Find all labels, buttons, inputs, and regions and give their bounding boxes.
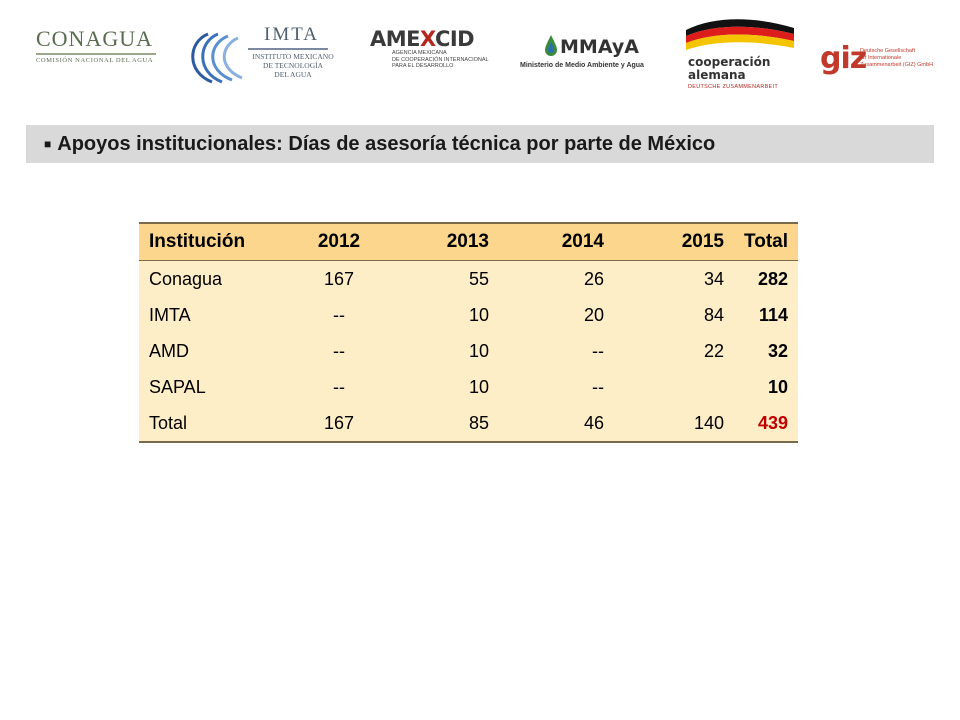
cell-value: 26 xyxy=(583,268,604,289)
cell-value: -- xyxy=(592,376,604,397)
cell-institution: IMTA xyxy=(149,304,191,325)
logo-bar: CONAGUA COMISIÓN NACIONAL DEL AGUA IMTA … xyxy=(0,0,960,110)
cell-value: 20 xyxy=(583,304,604,325)
giz-subtitle-line: Deutsche Gesellschaft xyxy=(860,48,916,54)
mmaya-logo: MMAyA Ministerio de Medio Ambiente y Agu… xyxy=(520,30,660,74)
cell-value: 34 xyxy=(703,268,724,289)
conagua-divider xyxy=(36,53,156,55)
support-days-table: Institución 2012 2013 2014 2015 Total Co… xyxy=(139,222,798,443)
cell-institution: Conagua xyxy=(149,268,223,289)
amexcid-logo: AMEXCID AGENCIA MEXICANA DE COOPERACIÓN … xyxy=(370,28,510,78)
cell-value: 140 xyxy=(614,405,734,443)
cell-value: 167 xyxy=(279,405,399,443)
german-flag-swoosh-icon xyxy=(686,19,794,50)
imta-waves-icon xyxy=(191,32,243,84)
alemana-line: alemana xyxy=(688,68,746,82)
amexcid-wordmark-part: CID xyxy=(434,27,475,51)
slide-title-band: ■ Apoyos institucionales: Días de asesorí… xyxy=(26,125,934,163)
cell-value: -- xyxy=(592,340,604,361)
imta-divider xyxy=(248,48,328,50)
imta-subtitle-line: DE TECNOLOGÍA xyxy=(262,61,324,70)
amexcid-wordmark-x: X xyxy=(420,27,435,51)
header-2014: 2014 xyxy=(499,222,614,261)
cell-row-total: 114 xyxy=(758,304,788,325)
title-bullet-icon: ■ xyxy=(44,137,52,151)
cell-value: 85 xyxy=(399,405,499,443)
cooperacion-alemana-logo: cooperación alemana DEUTSCHE ZUSAMMENARB… xyxy=(684,16,804,96)
header-2015: 2015 xyxy=(614,222,734,261)
imta-wordmark: IMTA xyxy=(264,24,320,45)
table-row: SAPAL -- 10 -- 10 xyxy=(139,369,798,405)
conagua-logo: CONAGUA COMISIÓN NACIONAL DEL AGUA xyxy=(36,28,156,68)
mmaya-wordmark: MMAyA xyxy=(560,36,639,58)
cell-value: 10 xyxy=(468,340,489,361)
conagua-wordmark: CONAGUA xyxy=(36,26,153,51)
amexcid-subtitle-line: PARA EL DESARROLLO xyxy=(392,63,454,69)
imta-logo: IMTA INSTITUTO MEXICANO DE TECNOLOGÍA DE… xyxy=(178,18,343,96)
amexcid-wordmark-part: AME xyxy=(370,27,421,51)
cell-value xyxy=(614,369,734,405)
amexcid-subtitle-line: DE COOPERACIÓN INTERNACIONAL xyxy=(392,56,489,63)
cooperacion-line: cooperación xyxy=(688,55,771,69)
table-row: Conagua 167 55 26 34 282 xyxy=(139,260,798,297)
slide-title: ■ Apoyos institucionales: Días de asesorí… xyxy=(44,133,715,156)
amexcid-subtitle-line: AGENCIA MEXICANA xyxy=(392,50,447,56)
imta-subtitle: INSTITUTO MEXICANO DE TECNOLOGÍA DEL AGU… xyxy=(248,52,338,79)
amexcid-wordmark: AMEXCID xyxy=(370,28,510,50)
giz-subtitle: Deutsche Gesellschaft für Internationale… xyxy=(860,48,933,69)
cooperacion-wordmark: cooperación alemana xyxy=(688,56,770,82)
cell-grand-total: 439 xyxy=(734,405,798,443)
cell-row-total: 282 xyxy=(757,268,788,289)
giz-subtitle-line: Zusammenarbeit (GIZ) GmbH xyxy=(860,62,934,68)
cell-value: 84 xyxy=(703,304,724,325)
conagua-subtitle: COMISIÓN NACIONAL DEL AGUA xyxy=(36,57,154,64)
giz-wordmark: giz xyxy=(820,41,867,76)
cell-value: 46 xyxy=(499,405,614,443)
cell-value: 167 xyxy=(323,268,355,289)
table-header-row: Institución 2012 2013 2014 2015 Total xyxy=(139,222,798,261)
table-row: AMD -- 10 -- 22 32 xyxy=(139,333,798,369)
cell-value: -- xyxy=(333,376,345,397)
cell-value: 10 xyxy=(468,376,489,397)
table-total-row: Total 167 85 46 140 439 xyxy=(139,405,798,443)
cooperacion-subtitle: DEUTSCHE ZUSAMMENARBEIT xyxy=(688,84,779,90)
giz-subtitle-line: für Internationale xyxy=(860,55,902,61)
amexcid-subtitle: AGENCIA MEXICANA DE COOPERACIÓN INTERNAC… xyxy=(392,50,510,70)
imta-subtitle-line: DEL AGUA xyxy=(274,70,312,79)
cell-value: 55 xyxy=(468,268,489,289)
water-drop-icon xyxy=(545,35,557,56)
header-2012: 2012 xyxy=(279,222,399,261)
header-institucion: Institución xyxy=(139,222,279,261)
header-total: Total xyxy=(734,222,798,261)
slide-title-text: Apoyos institucionales: Días de asesoría… xyxy=(57,133,716,155)
table-row: IMTA -- 10 20 84 114 xyxy=(139,297,798,333)
header-2013: 2013 xyxy=(399,222,499,261)
cell-value: -- xyxy=(333,340,345,361)
cell-value: 22 xyxy=(703,340,724,361)
cell-institution: AMD xyxy=(149,340,189,361)
cell-row-total: 10 xyxy=(767,376,788,397)
cell-institution: SAPAL xyxy=(149,376,206,397)
cell-institution: Total xyxy=(139,405,279,443)
cell-value: -- xyxy=(333,304,345,325)
mmaya-subtitle: Ministerio de Medio Ambiente y Agua xyxy=(520,62,644,69)
cell-row-total: 32 xyxy=(767,340,788,361)
imta-subtitle-line: INSTITUTO MEXICANO xyxy=(252,52,334,61)
cell-value: 10 xyxy=(468,304,489,325)
giz-logo: giz Deutsche Gesellschaft für Internatio… xyxy=(820,44,940,84)
